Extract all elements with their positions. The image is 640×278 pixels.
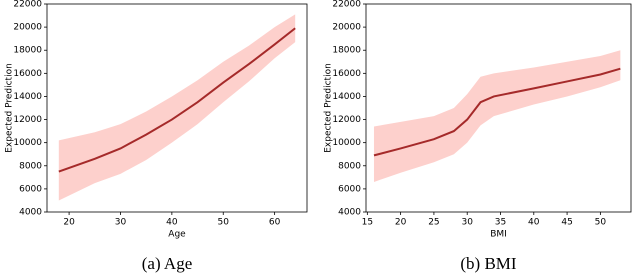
y-tick-label: 20000 (13, 23, 42, 33)
y-tick-label: 14000 (332, 92, 361, 102)
x-tick-label: 40 (166, 218, 178, 228)
x-tick-label: 60 (269, 218, 281, 228)
y-tick-label: 10000 (332, 138, 361, 148)
confidence-band (373, 50, 621, 182)
caption: (a) Age (142, 254, 193, 273)
x-tick-label: 20 (395, 218, 407, 228)
y-axis-label: Expected Prediction (5, 63, 15, 153)
x-tick-label: 35 (495, 218, 506, 228)
y-tick-label: 12000 (332, 115, 361, 125)
x-tick-label: 50 (218, 218, 230, 228)
x-tick-label: 40 (528, 218, 540, 228)
confidence-band (58, 14, 296, 201)
x-tick-label: 20 (63, 218, 75, 228)
x-tick-label: 30 (461, 218, 473, 228)
line (373, 67, 621, 157)
y-tick-label: 4000 (19, 208, 42, 218)
y-tick-label: 12000 (13, 115, 42, 125)
y-tick-label: 18000 (13, 46, 42, 56)
y-tick-label: 6000 (19, 184, 42, 194)
y-tick-label: 8000 (338, 161, 361, 171)
y-tick-label: 16000 (332, 69, 361, 79)
plot-frame (365, 3, 632, 213)
caption: (b) BMI (460, 254, 517, 273)
y-tick-label: 6000 (338, 184, 361, 194)
x-axis-label: Age (168, 230, 186, 240)
x-axis-label: BMI (490, 230, 507, 240)
plot-frame (46, 3, 308, 213)
y-tick-label: 8000 (19, 161, 42, 171)
x-tick-label: 25 (428, 218, 439, 228)
y-tick-label: 14000 (13, 92, 42, 102)
x-tick-label: 30 (115, 218, 127, 228)
y-tick-label: 18000 (332, 46, 361, 56)
y-tick-label: 16000 (13, 69, 42, 79)
y-tick-label: 10000 (13, 138, 42, 148)
y-tick-label: 4000 (338, 208, 361, 218)
x-tick-label: 45 (561, 218, 572, 228)
line (58, 27, 296, 173)
y-axis-label: Expected Prediction (324, 63, 334, 153)
x-tick-label: 15 (362, 218, 373, 228)
y-tick-label: 22000 (332, 0, 361, 10)
x-tick-label: 50 (595, 218, 607, 228)
y-tick-label: 20000 (332, 23, 361, 33)
y-tick-label: 22000 (13, 0, 42, 10)
